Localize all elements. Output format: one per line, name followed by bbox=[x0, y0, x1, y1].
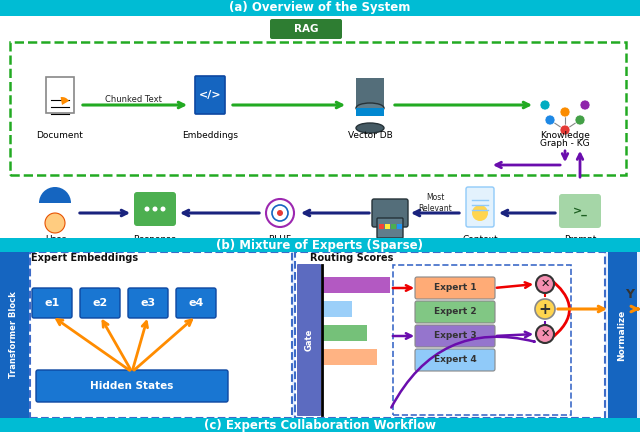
Circle shape bbox=[540, 100, 550, 110]
Text: Expert 1: Expert 1 bbox=[434, 284, 476, 293]
Bar bbox=[393, 265, 571, 415]
Circle shape bbox=[535, 299, 555, 319]
Bar bbox=[322, 301, 352, 317]
Text: Expert 3: Expert 3 bbox=[434, 332, 476, 340]
Bar bbox=[0, 418, 640, 432]
Text: Knowledge: Knowledge bbox=[540, 132, 590, 140]
Bar bbox=[295, 252, 605, 418]
Bar bbox=[391, 224, 396, 229]
Text: e3: e3 bbox=[140, 298, 156, 308]
FancyBboxPatch shape bbox=[372, 199, 408, 227]
FancyBboxPatch shape bbox=[80, 288, 120, 318]
Bar bbox=[322, 349, 377, 365]
FancyBboxPatch shape bbox=[415, 301, 495, 323]
Text: Expert Embeddings: Expert Embeddings bbox=[31, 253, 139, 263]
Text: </>: </> bbox=[198, 90, 221, 100]
FancyBboxPatch shape bbox=[297, 264, 321, 416]
Text: (a) Overview of the System: (a) Overview of the System bbox=[229, 1, 411, 14]
FancyBboxPatch shape bbox=[0, 250, 29, 420]
Circle shape bbox=[545, 115, 555, 125]
Text: Vector DB: Vector DB bbox=[348, 130, 392, 139]
Circle shape bbox=[580, 100, 590, 110]
Text: (b) Mixture of Experts (Sparse): (b) Mixture of Experts (Sparse) bbox=[216, 239, 424, 252]
Ellipse shape bbox=[356, 123, 384, 133]
FancyBboxPatch shape bbox=[559, 194, 601, 228]
Text: ✕: ✕ bbox=[540, 279, 550, 289]
Text: Routing Scores: Routing Scores bbox=[310, 253, 394, 263]
Ellipse shape bbox=[356, 103, 384, 113]
Bar bbox=[46, 77, 74, 113]
FancyBboxPatch shape bbox=[415, 325, 495, 347]
Text: Document: Document bbox=[36, 130, 83, 139]
Bar bbox=[397, 224, 402, 229]
FancyBboxPatch shape bbox=[128, 288, 168, 318]
Circle shape bbox=[536, 325, 554, 343]
Wedge shape bbox=[39, 187, 71, 203]
Text: RAG: RAG bbox=[294, 24, 318, 34]
Text: Prompt: Prompt bbox=[564, 236, 596, 245]
Text: RLHF: RLHF bbox=[268, 236, 292, 245]
FancyBboxPatch shape bbox=[377, 218, 403, 238]
Bar bbox=[10, 42, 626, 175]
Bar bbox=[385, 224, 390, 229]
Text: Embeddings: Embeddings bbox=[182, 130, 238, 139]
Text: e1: e1 bbox=[44, 298, 60, 308]
Circle shape bbox=[560, 125, 570, 135]
Text: Expert 2: Expert 2 bbox=[434, 307, 476, 317]
FancyBboxPatch shape bbox=[32, 288, 72, 318]
Text: Response: Response bbox=[133, 236, 177, 245]
Text: Y: Y bbox=[625, 288, 634, 301]
Circle shape bbox=[152, 207, 157, 211]
Text: +: + bbox=[539, 301, 552, 317]
Text: Gate: Gate bbox=[305, 329, 314, 351]
Text: Most
Relevant: Most Relevant bbox=[418, 193, 452, 213]
Text: Graph - KG: Graph - KG bbox=[540, 139, 590, 148]
Text: (c) Experts Collaboration Workflow: (c) Experts Collaboration Workflow bbox=[204, 419, 436, 432]
FancyBboxPatch shape bbox=[176, 288, 216, 318]
FancyArrowPatch shape bbox=[547, 277, 570, 339]
Bar bbox=[322, 277, 390, 293]
Bar bbox=[30, 252, 292, 418]
Bar bbox=[0, 16, 640, 237]
Text: >_: >_ bbox=[573, 206, 588, 216]
FancyBboxPatch shape bbox=[608, 250, 637, 420]
Circle shape bbox=[536, 275, 554, 293]
Text: Expert 4: Expert 4 bbox=[434, 355, 476, 365]
Circle shape bbox=[472, 205, 488, 221]
Bar bbox=[379, 224, 384, 229]
FancyBboxPatch shape bbox=[415, 349, 495, 371]
Text: Chunked Text: Chunked Text bbox=[104, 96, 161, 104]
FancyBboxPatch shape bbox=[415, 277, 495, 299]
Text: e2: e2 bbox=[92, 298, 108, 308]
FancyBboxPatch shape bbox=[195, 76, 225, 114]
Bar bbox=[356, 108, 384, 116]
Circle shape bbox=[45, 213, 65, 233]
Bar bbox=[0, 252, 640, 418]
FancyArrowPatch shape bbox=[391, 337, 534, 407]
Circle shape bbox=[560, 107, 570, 117]
Text: Transformer Block: Transformer Block bbox=[10, 291, 19, 378]
Text: Hidden States: Hidden States bbox=[90, 381, 173, 391]
Text: User: User bbox=[45, 236, 65, 245]
Bar bbox=[0, 238, 640, 252]
Bar bbox=[356, 78, 384, 108]
Circle shape bbox=[277, 210, 283, 216]
Circle shape bbox=[575, 115, 585, 125]
FancyBboxPatch shape bbox=[134, 192, 176, 226]
Text: e4: e4 bbox=[188, 298, 204, 308]
Circle shape bbox=[161, 207, 166, 211]
Circle shape bbox=[145, 207, 150, 211]
Wedge shape bbox=[61, 97, 69, 105]
FancyBboxPatch shape bbox=[270, 19, 342, 39]
Bar bbox=[0, 0, 640, 16]
Text: Normalize: Normalize bbox=[618, 309, 627, 361]
Text: ✕: ✕ bbox=[540, 329, 550, 339]
FancyBboxPatch shape bbox=[466, 187, 494, 227]
Bar bbox=[322, 325, 367, 341]
Text: Context: Context bbox=[462, 236, 498, 245]
FancyBboxPatch shape bbox=[36, 370, 228, 402]
